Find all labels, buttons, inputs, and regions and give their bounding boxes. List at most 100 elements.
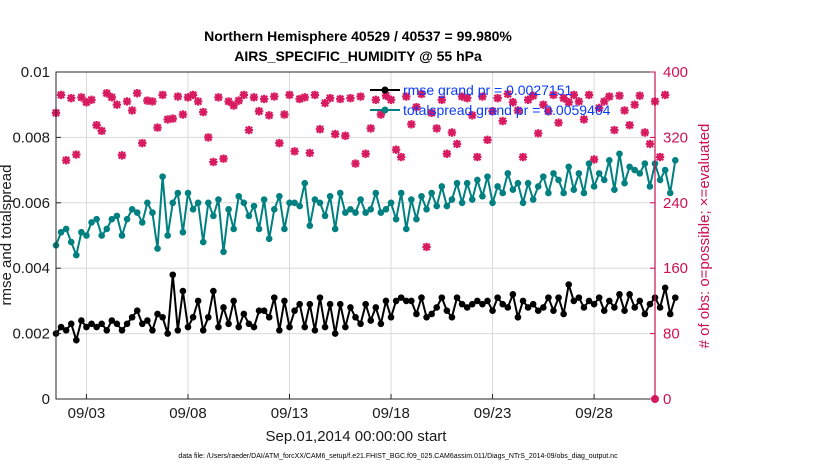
data-point <box>397 294 405 301</box>
data-point <box>479 192 486 200</box>
data-point <box>611 186 618 194</box>
obs-point <box>102 89 111 98</box>
obs-point <box>336 94 345 104</box>
obs-point <box>265 111 274 120</box>
data-point <box>98 320 105 328</box>
obs-point <box>452 139 462 149</box>
data-point <box>128 206 136 213</box>
obs-point <box>325 93 335 103</box>
obs-point <box>508 98 518 107</box>
obs-point <box>87 95 96 104</box>
obs-point <box>188 90 198 100</box>
data-point <box>656 176 664 184</box>
data-point <box>474 297 481 305</box>
obs-point <box>483 135 492 145</box>
obs-point <box>468 111 477 120</box>
data-point <box>474 176 481 184</box>
data-point <box>270 294 278 301</box>
data-point <box>113 320 121 328</box>
data-point <box>636 297 644 305</box>
data-point <box>265 313 273 321</box>
data-point <box>357 196 364 203</box>
data-point <box>367 317 375 324</box>
obs-point <box>594 103 604 113</box>
obs-point <box>341 131 350 140</box>
y-tick-label: 0.002 <box>12 326 50 343</box>
x-tick-label: 09/28 <box>575 405 613 422</box>
data-point <box>413 215 420 223</box>
obs-point <box>437 95 446 104</box>
obs-point <box>503 89 512 99</box>
data-point <box>83 323 90 331</box>
data-point <box>265 235 273 243</box>
obs-point <box>229 101 238 110</box>
data-point <box>210 287 217 295</box>
grid-lines <box>56 71 655 400</box>
obs-point <box>275 138 284 148</box>
data-point <box>159 313 166 321</box>
series-rmse <box>52 271 679 344</box>
obs-point <box>97 126 106 136</box>
data-point <box>514 179 522 187</box>
data-point <box>128 313 136 321</box>
data-point <box>220 304 227 311</box>
data-point <box>118 327 126 334</box>
obs-point <box>462 93 472 103</box>
data-point <box>306 300 314 308</box>
data-point <box>331 330 339 337</box>
data-point <box>194 199 202 207</box>
data-point <box>133 209 141 216</box>
data-point <box>494 294 501 301</box>
data-point <box>672 294 679 301</box>
obs-point <box>122 97 132 106</box>
data-point <box>585 160 593 167</box>
obs-point <box>610 125 619 135</box>
obs-point <box>92 120 101 130</box>
data-point <box>494 183 501 190</box>
data-point <box>626 291 633 298</box>
data-point <box>342 209 349 216</box>
obs-point <box>554 118 563 127</box>
data-point <box>397 189 405 197</box>
obs-point <box>224 97 233 106</box>
data-point <box>550 307 557 315</box>
obs-point <box>67 93 76 103</box>
data-point <box>347 304 354 311</box>
obs-point <box>371 95 381 104</box>
legend-rmse-marker <box>381 86 389 94</box>
data-point <box>448 196 456 203</box>
obs-point <box>117 151 127 160</box>
data-point <box>641 310 649 318</box>
data-point <box>392 297 400 305</box>
data-point <box>555 176 562 184</box>
data-point <box>352 313 359 321</box>
data-point <box>453 294 461 301</box>
data-point <box>138 219 146 226</box>
obs-point <box>549 90 558 100</box>
obs-point <box>330 129 340 139</box>
obs-point <box>234 96 243 105</box>
data-point <box>600 176 608 184</box>
data-point <box>545 189 552 197</box>
obs-point <box>569 90 578 100</box>
data-point <box>641 160 649 167</box>
obs-point <box>534 129 543 138</box>
data-point <box>321 212 329 220</box>
data-point <box>291 307 298 315</box>
obs-point <box>285 90 294 100</box>
legend: rmse grand pr = 0.0027151 totalspread gr… <box>370 82 611 118</box>
data-point <box>62 225 70 233</box>
obs-point <box>244 125 254 135</box>
obs-point <box>219 154 228 163</box>
data-point <box>159 173 166 180</box>
data-point <box>550 170 557 177</box>
data-point <box>67 320 75 328</box>
data-point <box>123 320 131 328</box>
y-right-tick-label: 0 <box>663 391 671 408</box>
data-point <box>321 323 329 331</box>
obs-point <box>645 139 655 149</box>
obs-point <box>402 92 411 101</box>
data-point <box>362 300 369 308</box>
obs-point <box>153 123 162 132</box>
obs-point <box>386 95 396 104</box>
